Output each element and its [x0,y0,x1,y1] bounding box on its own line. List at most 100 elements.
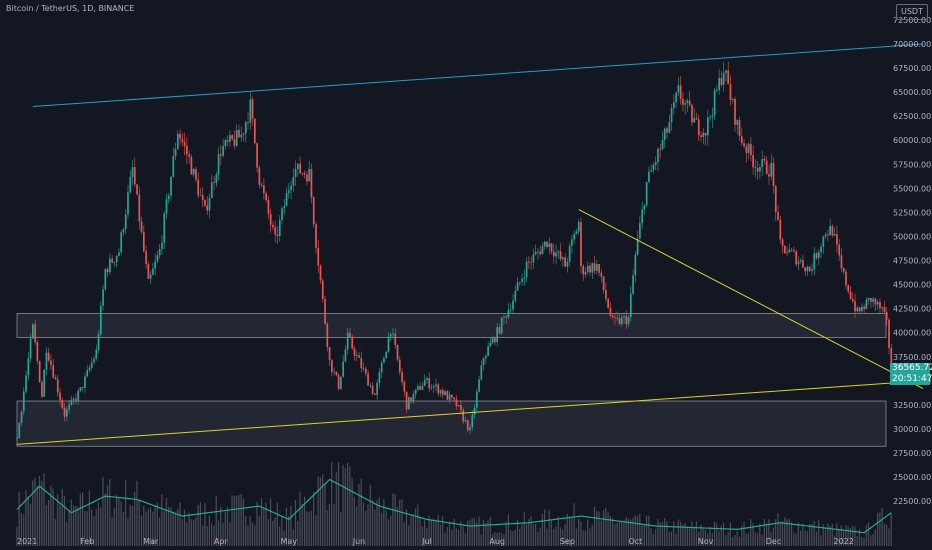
candle-body [45,352,48,370]
candle-body [682,99,684,105]
candle-body [632,275,634,294]
candle-body [68,404,70,410]
candle-body [464,420,467,422]
candle-body [498,327,501,334]
candle-body [863,306,865,310]
volume-bar [609,516,611,546]
candle-body [138,194,141,222]
candle-body [820,246,822,253]
time-tick-label: May [281,537,298,546]
volume-bar [512,531,514,546]
volume-bar [290,505,292,546]
volume-bar [72,505,75,546]
volume-bar [707,533,709,546]
volume-bar [213,525,215,546]
candle-body [822,236,825,247]
volume-bar [140,515,143,546]
volume-bar [224,511,226,546]
candle-body [38,361,41,383]
volume-bar [283,530,285,546]
volume-bar [353,496,355,546]
candle-body [432,386,435,388]
candle-body [475,391,478,408]
candle-body [414,389,417,395]
volume-bar [578,518,580,546]
volume-bar [664,517,666,546]
volume-bar [403,522,405,546]
candle-body [523,277,526,279]
candle-body [451,394,453,398]
volume-bar [451,529,453,546]
volume-bar [476,522,478,546]
volume-bar [779,521,781,546]
candle-body [684,103,687,105]
candle-body [253,118,256,144]
candle-body [546,241,548,247]
volume-bar [34,477,36,546]
volume-bar [487,520,489,546]
volume-bar [498,532,500,546]
candle-body [215,174,218,183]
volume-bar [770,531,772,546]
candle-body [281,208,283,221]
volume-bar [18,491,20,546]
volume-bar [433,518,435,546]
volume-bar [865,524,867,546]
volume-bar [786,519,788,546]
candle-body [383,358,385,363]
volume-bar [263,508,265,546]
volume-bar [131,505,134,546]
volume-bar [784,517,786,546]
candle-body [20,411,23,423]
volume-bar [806,531,808,546]
candle-body [36,342,39,362]
currency-label[interactable]: USDT [896,4,928,20]
volume-bar [514,529,516,546]
candle-body [81,387,84,389]
volume-bar [233,495,235,546]
volume-bar [858,529,861,546]
volume-bar [181,519,183,546]
candle-body [303,173,306,175]
volume-bar [775,518,777,546]
candle-body [32,324,34,339]
volume-bar [106,485,109,546]
volume-bar [689,528,691,546]
candle-body [575,231,578,235]
candle-body [104,269,107,290]
volume-bar [360,478,362,546]
candle-body [337,375,340,389]
volume-bar [469,519,471,546]
candle-body [319,265,322,281]
volume-bar [546,528,548,546]
candle-body [824,234,827,237]
volume-bar [378,497,380,546]
volume-bar [392,493,394,546]
candle-body [387,336,390,352]
candle-body [421,385,424,390]
volume-bar [562,529,564,546]
candle-body [235,130,238,146]
volume-bar [507,514,510,546]
candle-body [768,174,770,177]
candle-body [176,133,179,149]
volume-bar [147,509,149,546]
volume-bar [306,511,308,546]
candle-body [276,234,279,237]
candle-body [394,333,397,345]
volume-bar [698,531,700,546]
volume-bar [344,468,346,546]
candle-body [244,122,247,134]
candle-body [774,185,777,213]
volume-bar [799,530,802,546]
candle-body [95,349,98,359]
volume-bar [827,523,829,546]
volume-bar [387,519,389,546]
time-tick-label: Apr [214,537,229,546]
volume-bar [720,525,722,546]
candle-body [181,138,184,143]
volume-bar [464,533,466,546]
candle-body [836,234,838,245]
candle-body [752,155,754,168]
